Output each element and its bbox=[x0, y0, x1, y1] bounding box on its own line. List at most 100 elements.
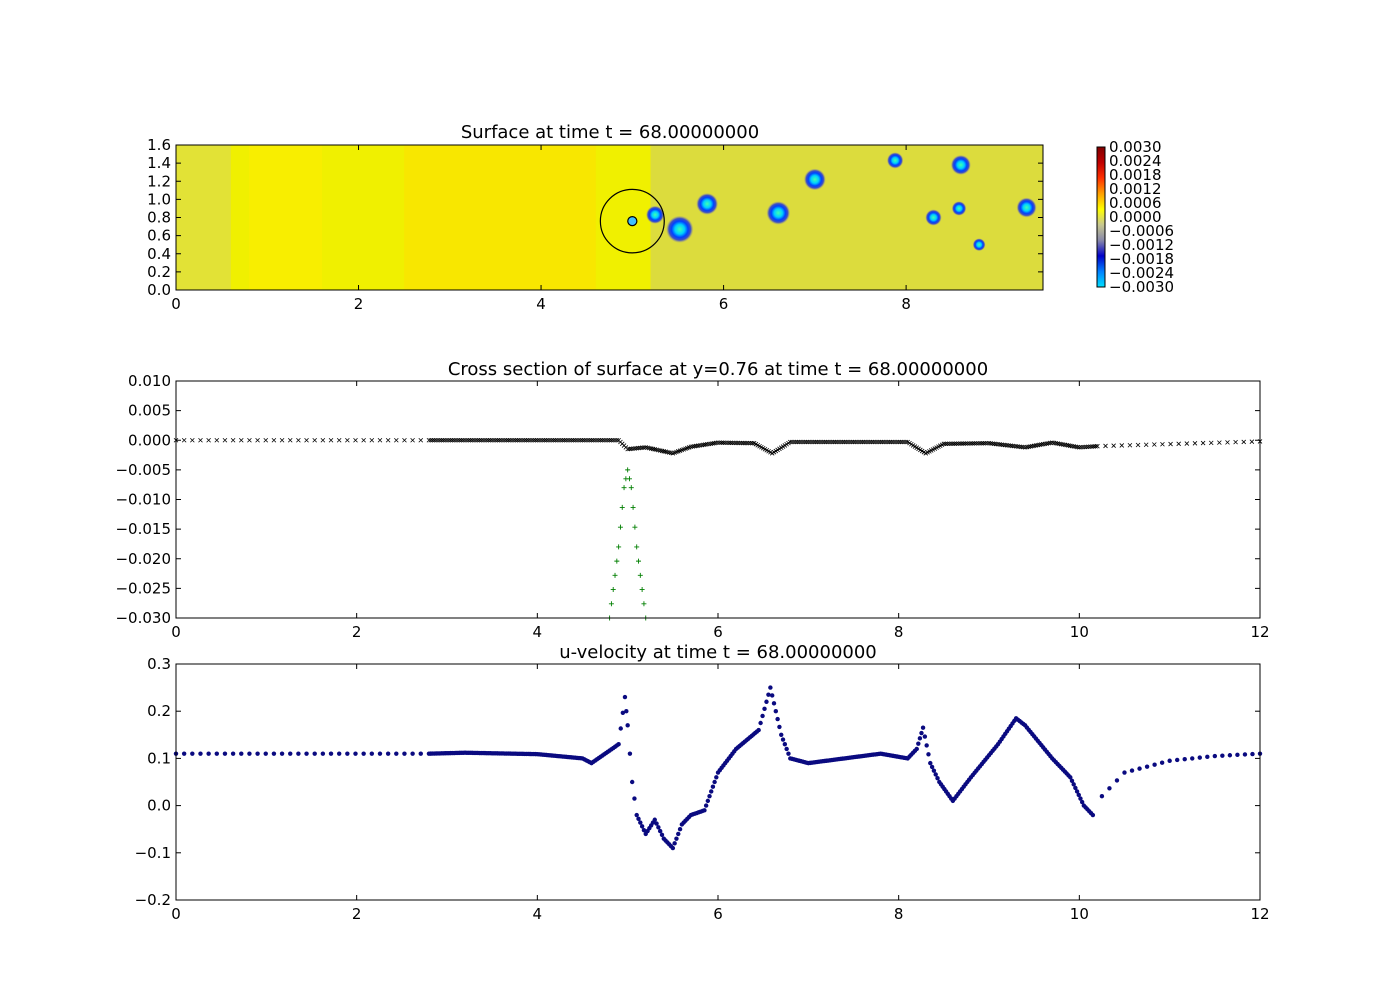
data-point bbox=[612, 437, 618, 443]
colorbar-tick-label: −0.0018 bbox=[1109, 250, 1174, 268]
data-point bbox=[954, 441, 959, 446]
data-point bbox=[538, 437, 544, 443]
x-tick-label: 10 bbox=[1070, 905, 1089, 923]
surface-vortex bbox=[1016, 197, 1037, 218]
data-point bbox=[1095, 443, 1100, 449]
y-tick-label: 0.005 bbox=[128, 402, 171, 420]
data-point bbox=[889, 439, 894, 445]
data-point bbox=[361, 751, 366, 756]
data-point bbox=[533, 437, 538, 443]
data-point bbox=[694, 443, 699, 449]
data-point bbox=[428, 437, 434, 443]
data-point bbox=[981, 441, 986, 446]
data-point bbox=[637, 572, 643, 578]
data-point bbox=[592, 437, 598, 443]
data-point bbox=[768, 685, 773, 690]
data-point bbox=[975, 441, 981, 446]
y-tick-label: 0.8 bbox=[147, 209, 171, 227]
data-point bbox=[222, 437, 228, 443]
data-point bbox=[809, 439, 815, 445]
data-point bbox=[605, 437, 611, 443]
data-point bbox=[554, 437, 560, 443]
data-point bbox=[536, 437, 542, 443]
data-point bbox=[1004, 443, 1010, 448]
data-point bbox=[715, 440, 721, 445]
data-point bbox=[614, 558, 620, 564]
data-point bbox=[385, 751, 391, 756]
data-point bbox=[468, 437, 473, 443]
y-tick-label: −0.030 bbox=[115, 609, 171, 627]
data-point bbox=[230, 437, 236, 443]
data-point bbox=[713, 440, 719, 446]
x-tick-label: 12 bbox=[1250, 623, 1269, 641]
data-point bbox=[477, 437, 482, 443]
data-point bbox=[560, 437, 565, 443]
data-point bbox=[843, 439, 849, 445]
data-point bbox=[656, 825, 661, 830]
data-point bbox=[410, 437, 415, 443]
cross-section-panel: Cross section of surface at y=0.76 at ti… bbox=[115, 359, 1269, 641]
data-point bbox=[824, 439, 829, 445]
data-point bbox=[621, 485, 627, 491]
data-point bbox=[1160, 441, 1165, 447]
data-point bbox=[672, 841, 677, 846]
data-point bbox=[247, 437, 252, 443]
data-point bbox=[444, 437, 450, 443]
data-point bbox=[479, 437, 484, 443]
data-point bbox=[779, 732, 784, 737]
data-point bbox=[239, 751, 244, 756]
x-tick-label: 6 bbox=[713, 623, 723, 641]
data-point bbox=[507, 437, 513, 443]
data-point bbox=[402, 751, 407, 756]
y-tick-label: 0.3 bbox=[147, 655, 171, 673]
data-point bbox=[997, 442, 1003, 447]
data-point bbox=[876, 439, 882, 445]
data-point bbox=[709, 789, 714, 794]
data-point bbox=[578, 437, 583, 443]
data-point bbox=[1197, 755, 1202, 760]
data-point bbox=[1168, 441, 1173, 447]
data-point bbox=[695, 443, 701, 448]
obstacle-circle bbox=[599, 188, 665, 254]
colorbar-tick-label: 0.0030 bbox=[1109, 138, 1162, 156]
data-point bbox=[518, 437, 524, 443]
data-point bbox=[288, 751, 293, 756]
data-point bbox=[798, 439, 804, 445]
data-point bbox=[714, 775, 719, 780]
data-point bbox=[1152, 442, 1157, 447]
data-point bbox=[442, 437, 448, 443]
data-point bbox=[607, 437, 612, 443]
data-point bbox=[959, 441, 965, 446]
x-tick-label: 0 bbox=[171, 623, 181, 641]
data-point bbox=[1074, 789, 1080, 794]
data-point bbox=[963, 441, 968, 446]
data-point bbox=[627, 446, 632, 452]
data-point bbox=[706, 441, 712, 447]
data-point bbox=[722, 440, 728, 446]
data-point bbox=[345, 437, 350, 443]
data-point bbox=[296, 437, 301, 443]
cross-section-axes: 0 2 4 6 8 10 12 0.010 0.005 0.000 −0.005 −0.010 −0.0… bbox=[115, 372, 1269, 641]
data-point bbox=[704, 441, 710, 447]
data-point bbox=[271, 751, 277, 756]
data-point bbox=[856, 439, 862, 445]
data-point bbox=[1208, 440, 1214, 446]
data-point bbox=[1235, 752, 1240, 758]
data-point bbox=[827, 439, 833, 445]
data-point bbox=[535, 437, 540, 443]
data-point bbox=[867, 439, 873, 445]
data-point bbox=[626, 476, 632, 482]
data-point bbox=[418, 437, 424, 443]
surface-axes: 0 2 4 6 8 0.00.20.40.60.81.01.21.41.6 bbox=[147, 136, 1043, 313]
data-point bbox=[926, 752, 931, 757]
data-point bbox=[567, 437, 573, 443]
data-point bbox=[638, 820, 643, 825]
data-point bbox=[565, 437, 571, 443]
data-point bbox=[793, 439, 798, 445]
data-point bbox=[974, 441, 979, 446]
data-point bbox=[659, 832, 665, 838]
data-point bbox=[845, 439, 851, 445]
data-point bbox=[296, 751, 301, 756]
data-point bbox=[802, 439, 808, 445]
